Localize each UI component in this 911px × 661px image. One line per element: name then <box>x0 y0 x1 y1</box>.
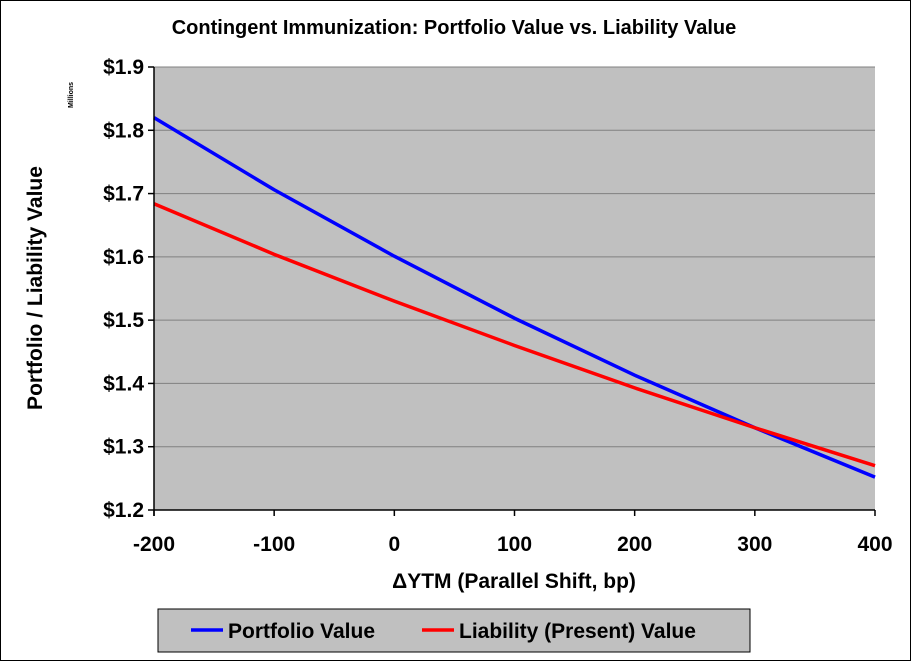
x-tick-label: 300 <box>737 533 772 556</box>
series-line-liability-value <box>153 202 876 468</box>
x-tick-labels: -200 -100 0 100 200 300 400 <box>133 533 893 556</box>
x-tick-label: 400 <box>857 533 892 556</box>
y-tick-label: $1.5 <box>103 309 144 332</box>
x-tick-label: -200 <box>133 533 175 556</box>
x-tick-label: 200 <box>617 533 652 556</box>
y-tick-label: $1.3 <box>103 436 144 459</box>
y-axis-label: Portfolio / Liability Value <box>24 166 47 410</box>
legend-label: Portfolio Value <box>228 620 375 643</box>
series-layer <box>153 116 876 479</box>
gridlines <box>154 66 875 448</box>
y-tick-label: $1.2 <box>103 499 144 522</box>
x-tick-label: 100 <box>497 533 532 556</box>
y-tick-label: $1.7 <box>103 183 144 206</box>
legend-label: Liability (Present) Value <box>459 620 696 643</box>
y-tick-label: $1.8 <box>103 119 144 142</box>
legend-box <box>157 608 751 653</box>
x-tick-label: -100 <box>253 533 295 556</box>
plot-area <box>154 67 875 510</box>
legend: Portfolio Value Liability (Present) Value <box>157 608 751 653</box>
y-tick-label: $1.6 <box>103 246 144 269</box>
y-tick-labels: $1.2 $1.3 $1.4 $1.5 $1.6 $1.7 $1.8 $1.9 <box>103 56 144 522</box>
y-units-label: Millions <box>68 82 75 108</box>
x-axis-label: ΔYTM (Parallel Shift, bp) <box>392 570 636 593</box>
y-tick-label: $1.4 <box>103 372 144 395</box>
x-tick-label: 0 <box>388 533 400 556</box>
chart-title: Contingent Immunization: Portfolio Value… <box>172 17 737 39</box>
y-tick-label: $1.9 <box>103 56 144 79</box>
axes <box>148 66 876 516</box>
